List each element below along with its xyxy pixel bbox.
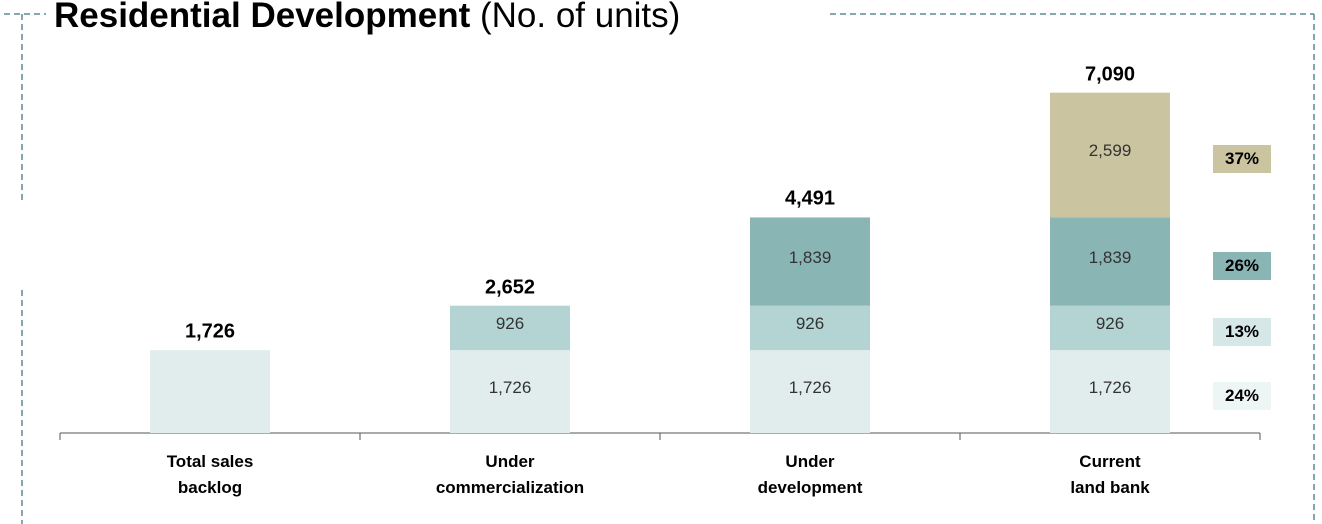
chart-title: Residential Development (No. of units) <box>46 0 689 36</box>
frame <box>4 13 1315 524</box>
segment-label: 926 <box>495 313 525 333</box>
total-label: 2,652 <box>484 276 536 299</box>
total-label: 1,726 <box>184 320 236 343</box>
share-label: 37% <box>1213 145 1271 174</box>
segment-label: 2,599 <box>1088 141 1132 161</box>
x-tick-label: Current land bank <box>1070 452 1150 497</box>
segment-label: 1,839 <box>1088 247 1132 267</box>
x-tick-label: Under development <box>757 452 863 497</box>
share-label: 13% <box>1213 317 1271 346</box>
bar-segment <box>1050 92 1170 218</box>
segment-label: 926 <box>795 313 825 333</box>
bar-segment <box>1050 350 1170 433</box>
segment-label: 1,839 <box>788 247 832 267</box>
x-tick-label: Under commercialization <box>435 452 585 497</box>
bar-segment <box>450 305 570 351</box>
bar-segment <box>750 350 870 433</box>
segment-label: 1,726 <box>488 377 532 397</box>
total-label: 7,090 <box>1084 63 1136 86</box>
bar-segment <box>750 217 870 306</box>
segment-label: 1,726 <box>1088 377 1132 397</box>
segment-label: 926 <box>1095 313 1125 333</box>
bar-segment <box>1050 305 1170 351</box>
x-tick-label: Total sales backlog <box>166 452 254 497</box>
total-label: 4,491 <box>784 187 836 210</box>
subtitle: (No. of units) <box>479 0 681 35</box>
bar-segment <box>450 350 570 433</box>
bar-segment <box>1050 217 1170 306</box>
bar-segment <box>150 350 270 433</box>
share-label: 26% <box>1213 251 1271 280</box>
segment-label: 1,726 <box>788 377 832 397</box>
bar-segment <box>750 305 870 351</box>
share-label: 24% <box>1213 381 1271 410</box>
title: Residential Development <box>54 0 471 35</box>
